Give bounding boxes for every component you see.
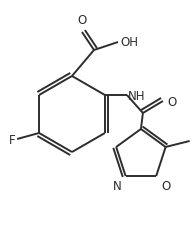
Text: F: F — [8, 133, 15, 146]
Text: O: O — [161, 179, 170, 192]
Text: O: O — [77, 14, 87, 27]
Text: NH: NH — [128, 89, 145, 102]
Text: OH: OH — [120, 35, 138, 48]
Text: O: O — [167, 95, 176, 108]
Text: N: N — [113, 179, 122, 192]
